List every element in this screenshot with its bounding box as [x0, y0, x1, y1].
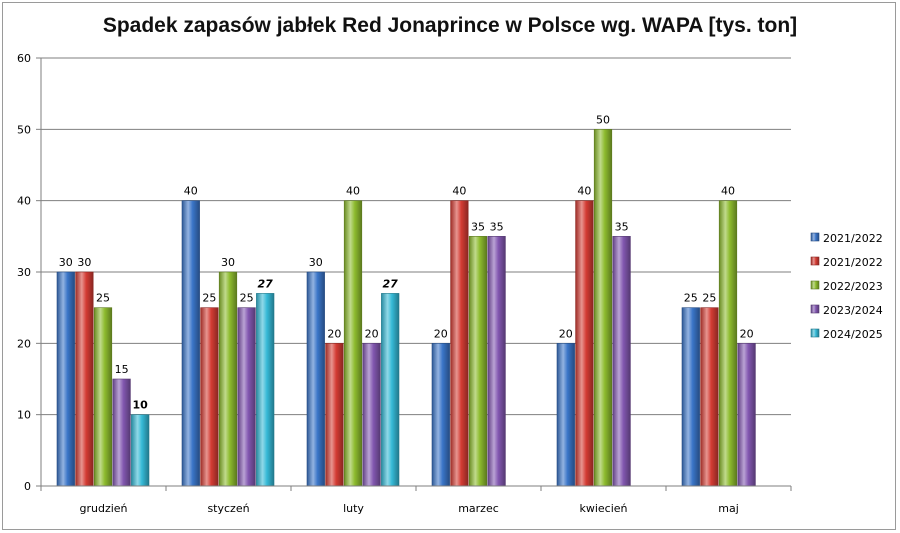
bar-styczeń-series-4 [237, 307, 256, 487]
bar-luty-series-5 [381, 293, 400, 487]
x-category-label: kwiecień [579, 502, 627, 515]
bar-luty-series-1 [306, 271, 325, 487]
bar-maj-series-3 [718, 200, 738, 487]
bar-styczeń-series-2 [200, 307, 219, 487]
bar-luty-series-3 [343, 200, 363, 487]
legend-swatch [810, 304, 820, 314]
x-category-label: maj [718, 502, 739, 515]
bar-marzec-series-3 [468, 236, 488, 487]
data-label: 25 [684, 292, 698, 305]
bar-grudzień-series-2 [75, 271, 94, 487]
data-label: 20 [434, 327, 448, 340]
data-label: 20 [365, 327, 379, 340]
bar-marzec-series-2 [450, 200, 469, 487]
bar-kwiecień-series-4 [612, 236, 631, 487]
bar-maj-series-4 [737, 343, 756, 487]
bar-kwiecień-series-2 [575, 200, 594, 487]
legend-label: 2021/2022 [823, 256, 883, 269]
legend-swatch [810, 256, 820, 266]
legend-label: 2023/2024 [823, 304, 883, 317]
bar-kwiecień-series-3 [593, 129, 613, 487]
bar-luty-series-2 [325, 343, 344, 487]
y-tick-label: 20 [17, 337, 31, 350]
legend-label: 2024/2025 [823, 328, 883, 341]
data-label: 20 [559, 327, 573, 340]
y-tick-label: 30 [17, 266, 31, 279]
data-label: 40 [184, 185, 198, 198]
legend-swatch [810, 232, 820, 242]
data-label: 27 [383, 277, 399, 290]
y-tick-label: 10 [17, 409, 31, 422]
bar-marzec-series-1 [431, 343, 450, 487]
x-category-label: marzec [458, 502, 499, 515]
legend-label: 2022/2023 [823, 280, 883, 293]
legend-swatch [810, 328, 820, 338]
data-label: 25 [240, 292, 254, 305]
legend-swatch [810, 280, 820, 290]
bar-maj-series-1 [681, 307, 700, 487]
data-label: 27 [258, 277, 274, 290]
bar-styczeń-series-5 [256, 293, 275, 487]
data-label: 25 [96, 292, 110, 305]
data-label: 10 [133, 399, 149, 412]
data-label: 35 [615, 220, 629, 233]
data-label: 30 [77, 256, 91, 269]
data-label: 50 [596, 113, 610, 126]
chart-title: Spadek zapasów jabłek Red Jonaprince w P… [102, 14, 798, 37]
bar-grudzień-series-4 [112, 378, 131, 487]
legend-label: 2021/2022 [823, 232, 883, 245]
data-label: 35 [490, 220, 504, 233]
data-label: 25 [202, 292, 216, 305]
bar-luty-series-4 [362, 343, 381, 487]
x-category-label: luty [343, 502, 364, 515]
bar-grudzień-series-1 [56, 271, 75, 487]
bar-styczeń-series-1 [181, 200, 200, 487]
bar-styczeń-series-3 [218, 271, 238, 487]
data-label: 15 [115, 363, 129, 376]
bar-grudzień-series-5 [131, 414, 150, 487]
data-label: 20 [740, 327, 754, 340]
y-tick-label: 40 [17, 195, 31, 208]
data-label: 25 [702, 292, 716, 305]
data-label: 40 [721, 185, 735, 198]
data-label: 40 [577, 185, 591, 198]
bar-kwiecień-series-1 [556, 343, 575, 487]
y-tick-label: 60 [17, 52, 31, 65]
data-label: 30 [309, 256, 323, 269]
data-label: 40 [452, 185, 466, 198]
x-category-label: grudzień [79, 502, 127, 515]
x-category-label: styczeń [207, 502, 249, 515]
data-label: 30 [221, 256, 235, 269]
bar-grudzień-series-3 [93, 307, 113, 487]
y-tick-label: 0 [24, 480, 31, 493]
data-label: 20 [327, 327, 341, 340]
data-label: 30 [59, 256, 73, 269]
y-tick-label: 50 [17, 123, 31, 136]
bar-maj-series-2 [700, 307, 719, 487]
bar-marzec-series-4 [487, 236, 506, 487]
data-label: 40 [346, 185, 360, 198]
data-label: 35 [471, 220, 485, 233]
